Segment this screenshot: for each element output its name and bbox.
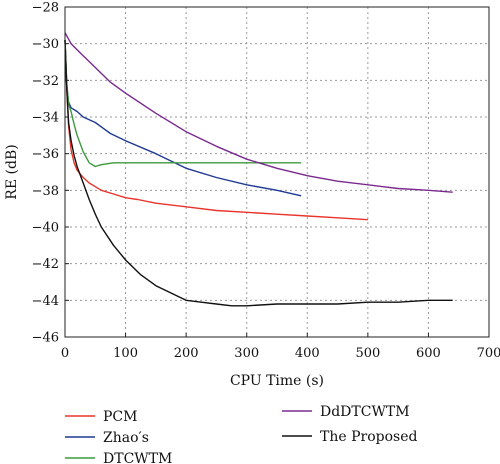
y-tick-label: −38: [32, 184, 59, 199]
series-line-zhao-s: [64, 39, 302, 197]
legend-label-the-proposed: The Proposed: [320, 429, 417, 445]
y-tick-label: −30: [32, 37, 59, 52]
legend-label-zhao-s: Zhao′s: [103, 430, 149, 446]
y-tick-label: −40: [32, 221, 59, 236]
y-tick-label: −36: [32, 147, 59, 162]
x-tick-label: 0: [61, 346, 69, 361]
x-axis-label: CPU Time (s): [230, 373, 324, 389]
x-tick-label: 400: [295, 346, 320, 361]
y-ticks: −46 −44 −42 −40 −38 −36 −34 −32 −30 −28: [32, 1, 69, 346]
legend-label-pcm: PCM: [103, 409, 137, 425]
y-tick-label: −42: [32, 257, 59, 272]
plot-frame: [64, 6, 490, 338]
x-ticks: 0 100 200 300 400 500 600 700: [61, 333, 500, 361]
series-line-pcm: [64, 39, 368, 221]
y-tick-label: −46: [32, 331, 59, 346]
legend-label-dddtcwtm: DdDTCWTM: [320, 404, 410, 420]
x-tick-label: 500: [355, 346, 380, 361]
y-tick-label: −32: [32, 74, 59, 89]
legend-label-dtcwtm: DTCWTM: [103, 451, 172, 464]
x-tick-label: 700: [477, 346, 500, 361]
y-axis-label: RE (dB): [4, 144, 20, 199]
series-line-dtcwtm: [64, 39, 302, 168]
x-tick-label: 200: [174, 346, 199, 361]
x-tick-label: 100: [113, 346, 138, 361]
series-line-the-proposed: [64, 39, 453, 307]
y-tick-label: −28: [32, 1, 59, 16]
x-tick-label: 300: [234, 346, 259, 361]
legend: PCM Zhao′s DTCWTM DdDTCWTM The Proposed: [65, 404, 417, 464]
series-line-dddtcwtm: [64, 32, 453, 193]
y-tick-label: −34: [32, 111, 59, 126]
y-tick-label: −44: [32, 294, 59, 309]
plot-area: [65, 7, 489, 337]
x-tick-label: 600: [416, 346, 441, 361]
series-layer: [64, 32, 453, 307]
